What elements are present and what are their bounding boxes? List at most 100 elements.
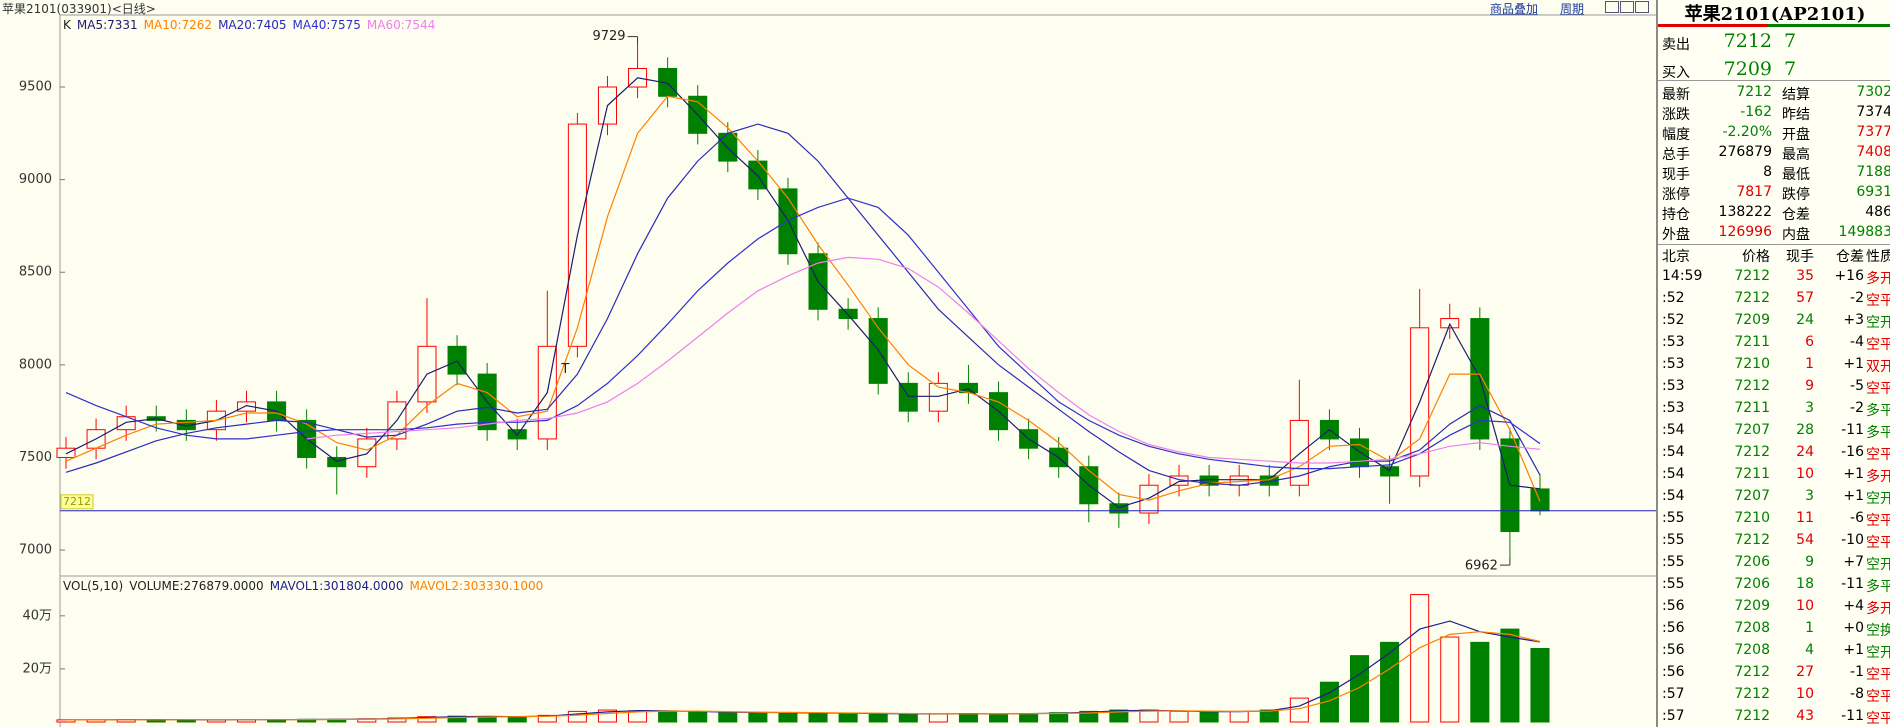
stat-value: -162 [1740,104,1772,120]
trade-cell: 空开 [1866,557,1890,573]
quote-title: 苹果2101(AP2101) [1684,4,1866,25]
volume-bar [1079,710,1099,723]
y-tick-label: 9000 [19,172,52,187]
stat-value: 6931 [1856,184,1890,200]
book-label: 买入 [1662,65,1690,81]
legend-entry: MA60:7544 [366,18,436,32]
volume-bar [1349,655,1370,723]
volume-bar [838,713,858,723]
trade-cell: +16 [1834,268,1864,284]
legend-entry: MA20:7405 [218,18,287,32]
window-title: 苹果2101(033901)<日线> [2,2,156,16]
trade-cell: :52 [1662,290,1685,306]
trade-cell: 7211 [1734,466,1770,482]
trade-cell: 双开 [1866,359,1890,375]
trade-cell: :53 [1662,334,1685,350]
trade-cell: 7207 [1734,422,1770,438]
stat-label: 外盘 [1662,227,1690,243]
trade-cell: :54 [1662,488,1685,504]
trade-cell: 7211 [1734,400,1770,416]
volume-bar [808,712,828,723]
trade-cell: :52 [1662,312,1685,328]
volume-bar [537,714,557,723]
trade-cell: :57 [1662,708,1685,724]
book-volume: 7 [1784,58,1797,80]
trade-cell: 7207 [1734,488,1770,504]
trade-header: 现手 [1786,249,1814,265]
trade-cell: 多开 [1866,271,1890,287]
trade-cell: 28 [1796,422,1814,438]
trade-cell: 7210 [1734,356,1770,372]
y-tick-label: 20万 [22,661,52,676]
candle-body [176,419,196,431]
volume-bar [417,716,437,723]
trade-cell: +1 [1843,356,1864,372]
trade-cell: 7212 [1734,268,1770,284]
period-button[interactable]: 周期 [1560,2,1585,16]
volume-bar [597,709,617,723]
low-annotation: 6962 [1465,559,1498,574]
stat-label: 最低 [1782,167,1810,183]
zoom-icon[interactable] [1635,1,1649,13]
trade-cell: 9 [1805,378,1814,394]
trade-cell: +7 [1843,554,1864,570]
volume-bar [688,711,708,723]
trade-cell: 7212 [1734,532,1770,548]
trade-cell: 11 [1796,510,1814,526]
stat-label: 涨停 [1662,187,1690,203]
trade-cell: 多平 [1866,579,1890,595]
trade-cell: +4 [1843,598,1864,614]
volume-bar [1530,648,1550,723]
stat-label: 仓差 [1782,207,1810,223]
stat-value: 7377 [1856,124,1890,140]
stat-label: 总手 [1662,147,1690,163]
trade-cell: 24 [1796,444,1814,460]
trade-cell: 多平 [1866,403,1890,419]
stat-value: 149883 [1838,224,1890,240]
volume-bar [567,710,587,723]
volume-bar [507,716,527,723]
trade-cell: -8 [1850,686,1864,702]
volume-bar [748,712,768,723]
trade-cell: -10 [1841,532,1864,548]
y-tick-label: 7500 [19,450,52,465]
trade-cell: 空平 [1866,337,1890,353]
trade-cell: 18 [1796,576,1814,592]
volume-bar [1109,709,1129,723]
stat-label: 内盘 [1782,227,1810,243]
volume-value: VOLUME:276879.0000 [129,579,264,593]
trade-cell: 多开 [1866,469,1890,485]
volume-bar [1229,710,1249,723]
volume-bar [1440,636,1460,723]
trade-cell: 6 [1805,334,1814,350]
stat-value: 7302 [1856,84,1890,100]
book-price: 7212 [1723,30,1772,52]
trade-cell: :53 [1662,400,1685,416]
stat-value: 7374 [1856,104,1890,120]
volume-bar [1289,697,1309,723]
chart: 7000 7500 8000 8500 9000 9500 7212 9729 6962 T 20万… [19,14,1656,727]
candle-body [56,447,76,458]
trade-cell: 3 [1805,400,1814,416]
trade-cell: 10 [1796,686,1814,702]
zoom-icon[interactable] [1620,1,1634,13]
trade-cell: :54 [1662,466,1685,482]
overlay-button[interactable]: 商品叠加 [1490,2,1539,16]
stat-label: 跌停 [1782,187,1810,203]
candle-body [928,382,948,412]
trade-cell: 7208 [1734,642,1770,658]
marker: T [560,362,569,377]
chart-label: K [63,18,71,32]
legend-entry: MAVOL2:303330.1000 [409,579,544,593]
trade-cell: 7212 [1734,444,1770,460]
zoom-icon[interactable] [1605,1,1619,13]
trade-cell: 空开 [1866,491,1890,507]
volume-bar [1470,641,1490,723]
candle-body [1109,503,1129,514]
trade-cell: 空换 [1866,623,1890,639]
trade-cell: 4 [1805,642,1814,658]
trade-cell: :54 [1662,444,1685,460]
trade-cell: 7212 [1734,686,1770,702]
trade-cell: 7206 [1734,576,1770,592]
